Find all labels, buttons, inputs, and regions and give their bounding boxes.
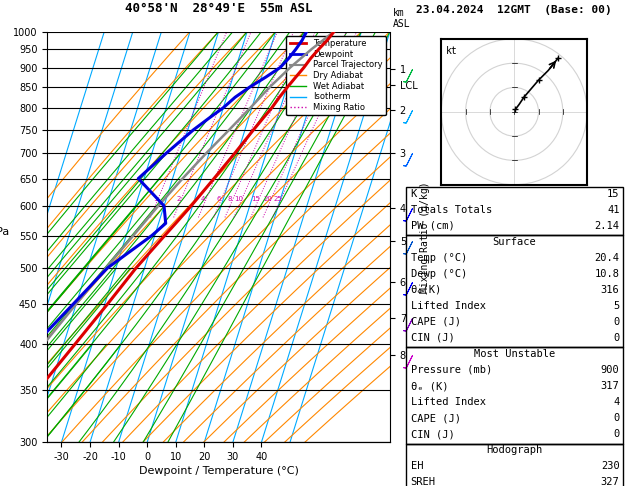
Text: Most Unstable: Most Unstable bbox=[474, 349, 555, 359]
Text: 4: 4 bbox=[613, 397, 620, 407]
Text: Totals Totals: Totals Totals bbox=[411, 205, 492, 215]
Legend: Temperature, Dewpoint, Parcel Trajectory, Dry Adiabat, Wet Adiabat, Isotherm, Mi: Temperature, Dewpoint, Parcel Trajectory… bbox=[286, 36, 386, 115]
Text: PW (cm): PW (cm) bbox=[411, 221, 455, 231]
Text: 23.04.2024  12GMT  (Base: 00): 23.04.2024 12GMT (Base: 00) bbox=[416, 4, 612, 15]
Text: 15: 15 bbox=[252, 196, 260, 202]
Text: θₑ (K): θₑ (K) bbox=[411, 381, 448, 391]
Text: 0: 0 bbox=[613, 317, 620, 327]
Text: CAPE (J): CAPE (J) bbox=[411, 317, 460, 327]
Text: 327: 327 bbox=[601, 477, 620, 486]
Text: Dewp (°C): Dewp (°C) bbox=[411, 269, 467, 279]
Text: 900: 900 bbox=[601, 365, 620, 375]
Text: 15: 15 bbox=[607, 189, 620, 199]
Text: Pressure (mb): Pressure (mb) bbox=[411, 365, 492, 375]
Text: CIN (J): CIN (J) bbox=[411, 429, 455, 439]
Text: 1: 1 bbox=[153, 196, 157, 202]
Text: Lifted Index: Lifted Index bbox=[411, 301, 486, 311]
Text: CIN (J): CIN (J) bbox=[411, 333, 455, 343]
Text: 10.8: 10.8 bbox=[594, 269, 620, 279]
X-axis label: Dewpoint / Temperature (°C): Dewpoint / Temperature (°C) bbox=[138, 466, 299, 476]
Text: θₑ(K): θₑ(K) bbox=[411, 285, 442, 295]
Text: 5: 5 bbox=[613, 301, 620, 311]
Text: CAPE (J): CAPE (J) bbox=[411, 413, 460, 423]
Text: EH: EH bbox=[411, 461, 423, 471]
Text: 317: 317 bbox=[601, 381, 620, 391]
Text: Temp (°C): Temp (°C) bbox=[411, 253, 467, 263]
Text: Surface: Surface bbox=[493, 237, 536, 247]
Text: Mixing Ratio (g/kg): Mixing Ratio (g/kg) bbox=[420, 181, 430, 293]
Text: 6: 6 bbox=[216, 196, 221, 202]
Text: 0: 0 bbox=[613, 429, 620, 439]
Text: 10: 10 bbox=[235, 196, 243, 202]
Text: 2.14: 2.14 bbox=[594, 221, 620, 231]
Text: 316: 316 bbox=[601, 285, 620, 295]
Text: 8: 8 bbox=[228, 196, 232, 202]
Text: 0: 0 bbox=[613, 333, 620, 343]
Text: 20.4: 20.4 bbox=[594, 253, 620, 263]
Text: SREH: SREH bbox=[411, 477, 436, 486]
Text: Lifted Index: Lifted Index bbox=[411, 397, 486, 407]
Text: K: K bbox=[411, 189, 417, 199]
Text: Hodograph: Hodograph bbox=[486, 445, 542, 455]
Text: 20: 20 bbox=[264, 196, 272, 202]
Text: km
ASL: km ASL bbox=[393, 8, 411, 29]
Text: 2: 2 bbox=[176, 196, 181, 202]
Text: 41: 41 bbox=[607, 205, 620, 215]
Text: 25: 25 bbox=[274, 196, 282, 202]
Text: kt: kt bbox=[446, 46, 458, 56]
Text: 4: 4 bbox=[201, 196, 206, 202]
Y-axis label: hPa: hPa bbox=[0, 227, 9, 237]
Text: 230: 230 bbox=[601, 461, 620, 471]
Text: 40°58'N  28°49'E  55m ASL: 40°58'N 28°49'E 55m ASL bbox=[125, 1, 313, 15]
Text: 0: 0 bbox=[613, 413, 620, 423]
